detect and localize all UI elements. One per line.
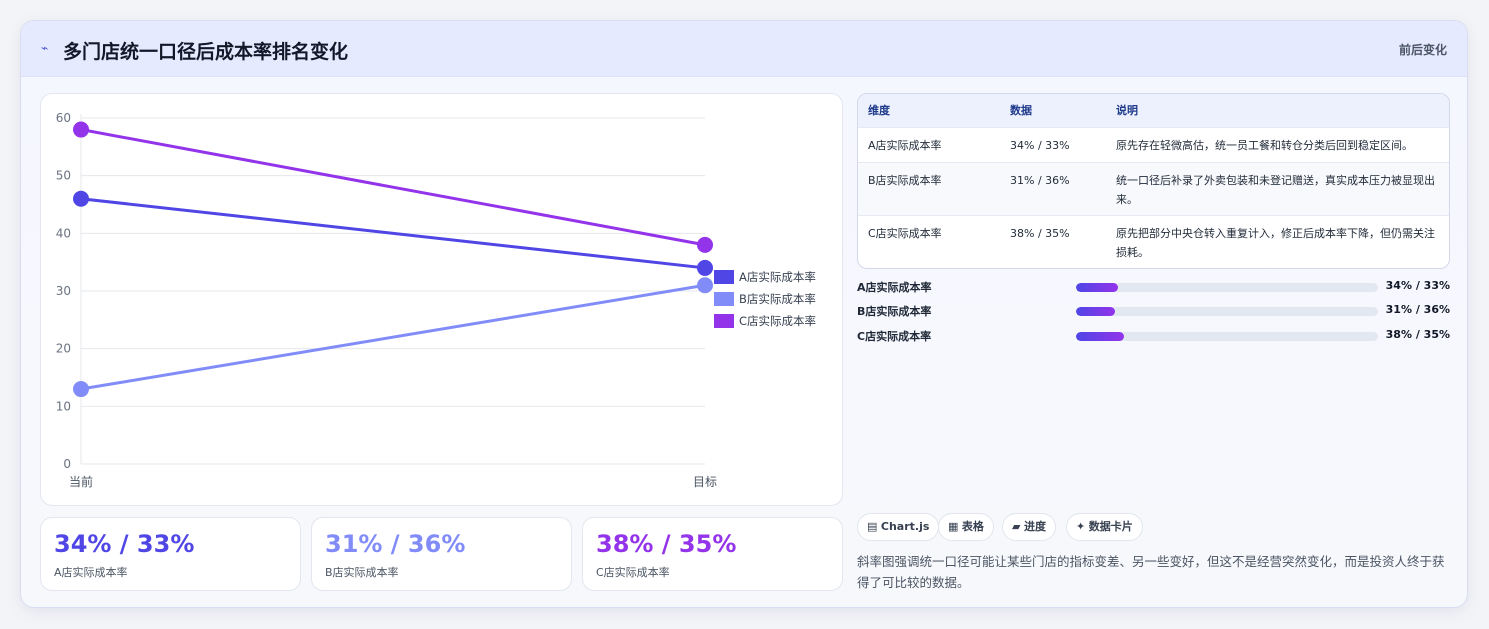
- chip-progress[interactable]: ▰ 进度: [1002, 513, 1056, 541]
- legend-label: B店实际成本率: [739, 292, 816, 306]
- card-header: ⌁ 多门店统一口径后成本率排名变化 前后变化: [21, 21, 1467, 77]
- progress-fill: [1076, 307, 1116, 316]
- table-header-cell: 维度: [868, 104, 890, 117]
- data-point: [73, 190, 89, 207]
- x-tick-label: 目标: [693, 475, 717, 489]
- stat-card-b: 31% / 36% B店实际成本率: [311, 517, 572, 591]
- chip-label: 表格: [961, 520, 984, 533]
- progress-track: [1076, 332, 1378, 341]
- progress-value: 31% / 36%: [1385, 303, 1450, 316]
- y-tick-label: 40: [56, 226, 71, 240]
- stat-label: C店实际成本率: [596, 566, 670, 579]
- table-header-cell: 说明: [1116, 104, 1138, 117]
- stat-value: 34% / 33%: [54, 530, 195, 558]
- sparkle-icon: ✦: [1076, 520, 1086, 533]
- table-cell: 原先存在轻微高估，统一员工餐和转仓分类后回到稳定区间。: [1116, 139, 1413, 152]
- x-tick-label: 当前: [69, 474, 93, 489]
- chart-icon: ▤: [867, 520, 878, 533]
- table-icon: ▦: [948, 520, 959, 533]
- dashboard-card: ⌁ 多门店统一口径后成本率排名变化 前后变化 0 10 20 30 40 50 60 当前 目标…: [20, 20, 1468, 608]
- progress-label: C店实际成本率: [857, 330, 932, 343]
- chip-chartjs[interactable]: ▤ Chart.js: [857, 513, 940, 541]
- progress-track: [1076, 307, 1378, 316]
- progress-fill: [1076, 332, 1125, 341]
- y-tick-label: 50: [56, 169, 71, 183]
- table-cell: B店实际成本率: [868, 174, 942, 187]
- table-row: C店实际成本率 38% / 35% 原先把部分中央仓转入重复计入，修正后成本率下…: [858, 215, 1449, 268]
- legend-swatch: [714, 314, 734, 328]
- series-line: [80, 283, 706, 391]
- chart-svg: 0 10 20 30 40 50 60 当前 目标 A店实际成本率 B店实际成本率 C店实际成本率: [56, 111, 816, 489]
- progress-value: 38% / 35%: [1385, 328, 1450, 341]
- legend-label: C店实际成本率: [739, 314, 816, 328]
- y-tick-label: 0: [63, 457, 71, 471]
- series-line: [80, 128, 706, 247]
- y-tick-label: 10: [56, 399, 71, 413]
- stat-value: 38% / 35%: [596, 530, 737, 558]
- table-cell: 原先把部分中央仓转入重复计入，修正后成本率下降，但仍需关注损耗。: [1116, 227, 1435, 259]
- stat-card-a: 34% / 33% A店实际成本率: [40, 517, 301, 591]
- chip-label: 进度: [1023, 520, 1046, 533]
- data-point: [697, 236, 713, 253]
- progress-track: [1076, 283, 1378, 292]
- table-header-cell: 数据: [1010, 104, 1032, 117]
- table-header-row: 维度 数据 说明: [858, 94, 1449, 127]
- legend-label: A店实际成本率: [739, 270, 816, 284]
- data-table: 维度 数据 说明 A店实际成本率 34% / 33% 原先存在轻微高估，统一员工…: [857, 93, 1450, 269]
- stat-label: A店实际成本率: [54, 566, 128, 579]
- table-cell: C店实际成本率: [868, 227, 942, 240]
- table-cell: A店实际成本率: [868, 139, 942, 152]
- series-line: [80, 197, 706, 270]
- data-point: [697, 277, 713, 294]
- chip-label: 数据卡片: [1088, 520, 1133, 533]
- header-tag: 前后变化: [1398, 43, 1447, 57]
- table-cell: 31% / 36%: [1010, 174, 1070, 187]
- legend-swatch: [714, 292, 734, 306]
- stat-value: 31% / 36%: [325, 530, 466, 558]
- table-row: A店实际成本率 34% / 33% 原先存在轻微高估，统一员工餐和转仓分类后回到…: [858, 127, 1449, 162]
- data-point: [697, 259, 713, 276]
- y-tick-label: 30: [56, 284, 71, 298]
- stat-card-c: 38% / 35% C店实际成本率: [582, 517, 843, 591]
- chip-table[interactable]: ▦ 表格: [938, 513, 994, 541]
- slope-chart: 0 10 20 30 40 50 60 当前 目标 A店实际成本率 B店实际成本率 C店实际成本率: [40, 93, 843, 506]
- chip-label: Chart.js: [880, 520, 930, 533]
- legend-swatch: [714, 270, 734, 284]
- progress-value: 34% / 33%: [1385, 279, 1450, 292]
- y-tick-label: 60: [56, 111, 71, 125]
- progress-label: A店实际成本率: [857, 281, 932, 294]
- progress-icon: ▰: [1012, 520, 1021, 533]
- data-point: [73, 121, 89, 138]
- page-title: 多门店统一口径后成本率排名变化: [63, 41, 349, 63]
- progress-row-b: B店实际成本率 31% / 36%: [857, 303, 1450, 321]
- chart-title-icon: ⌁: [41, 41, 49, 55]
- progress-row-a: A店实际成本率 34% / 33%: [857, 279, 1450, 297]
- stat-label: B店实际成本率: [325, 566, 399, 579]
- progress-label: B店实际成本率: [857, 305, 932, 318]
- table-cell: 34% / 33%: [1010, 139, 1070, 152]
- chart-note: 斜率图强调统一口径可能让某些门店的指标变差、另一些变好，但这不是经营突然变化，而…: [857, 554, 1445, 590]
- y-tick-label: 20: [56, 342, 71, 356]
- data-point: [73, 381, 89, 398]
- table-cell: 38% / 35%: [1010, 227, 1070, 240]
- progress-fill: [1076, 283, 1119, 292]
- chip-data-card[interactable]: ✦ 数据卡片: [1066, 513, 1143, 541]
- progress-row-c: C店实际成本率 38% / 35%: [857, 328, 1450, 346]
- table-row: B店实际成本率 31% / 36% 统一口径后补录了外卖包装和未登记赠送，真实成…: [858, 162, 1449, 215]
- table-cell: 统一口径后补录了外卖包装和未登记赠送，真实成本压力被显现出来。: [1116, 174, 1435, 206]
